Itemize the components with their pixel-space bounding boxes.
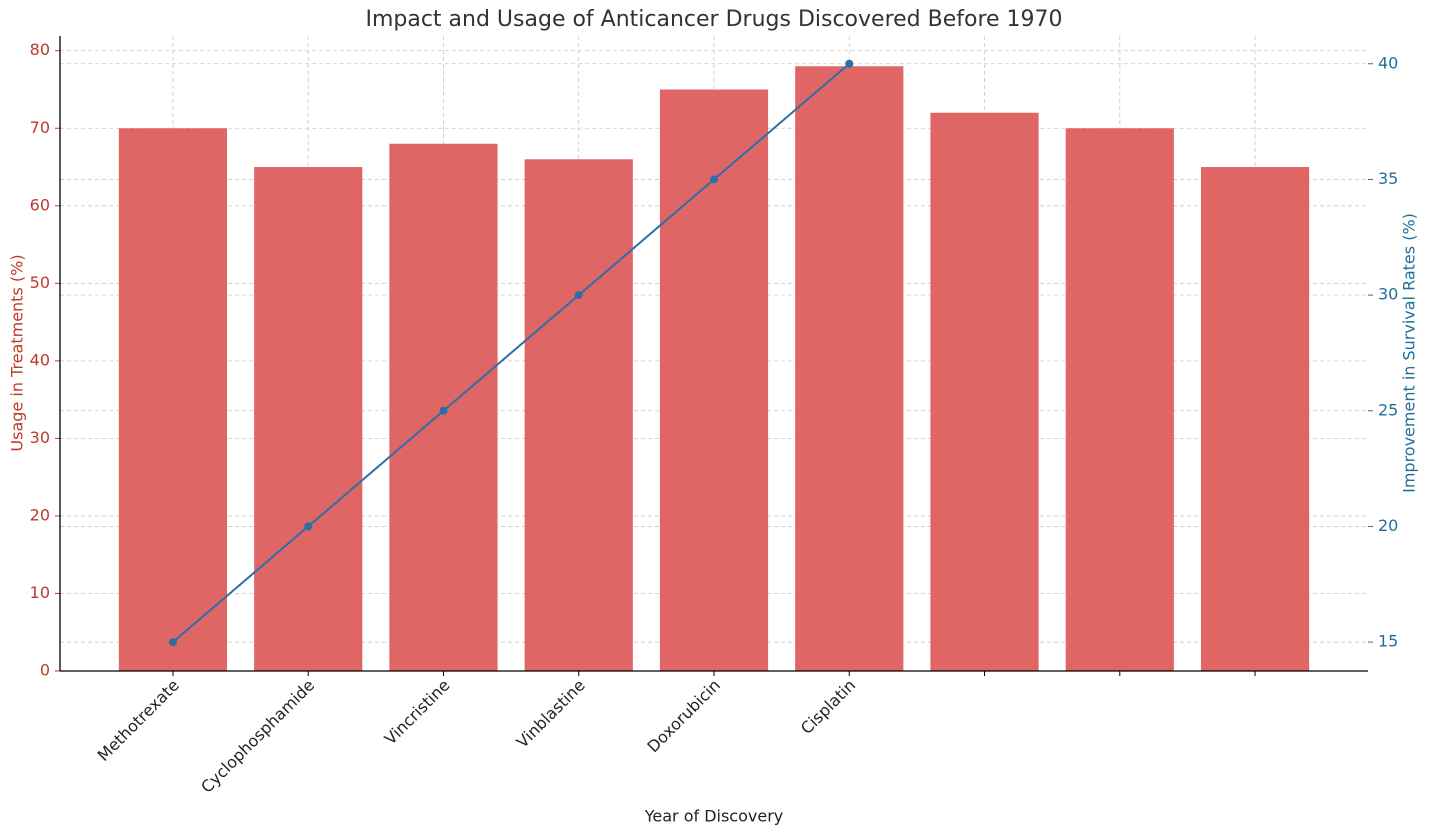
line-point <box>304 522 313 531</box>
bar <box>930 112 1039 671</box>
line-point <box>574 291 583 300</box>
bar <box>524 159 633 671</box>
y-tick-label: 10 <box>30 583 50 602</box>
x-tick-label: Methotrexate <box>94 676 183 765</box>
x-tick-label: Vincristine <box>381 676 454 749</box>
bar <box>118 128 228 671</box>
y2-tick-label: 40 <box>1378 53 1398 72</box>
y2-tick-label: 20 <box>1378 516 1398 535</box>
y-axis-label: Usage in Treatments (%) <box>8 254 27 451</box>
y2-tick-label: 15 <box>1378 632 1398 651</box>
y-tick-label: 60 <box>30 195 50 214</box>
line <box>172 62 850 643</box>
y2-tick-label: 35 <box>1378 169 1398 188</box>
y-tick-label: 20 <box>30 505 50 524</box>
bar <box>1065 128 1174 671</box>
x-axis-label: Year of Discovery <box>644 807 784 826</box>
bar <box>254 167 363 672</box>
y2-tick-label: 25 <box>1378 400 1398 419</box>
x-tick-label: Cisplatin <box>797 676 859 738</box>
y-tick-label: 40 <box>30 350 50 369</box>
chart-title: Impact and Usage of Anticancer Drugs Dis… <box>365 7 1062 32</box>
y-tick-label: 0 <box>40 661 50 680</box>
y2-axis-label: Improvement in Survival Rates (%) <box>1400 213 1419 493</box>
y-tick-label: 70 <box>30 118 50 137</box>
y2-tick-label: 30 <box>1378 285 1398 304</box>
x-tick-label: Cyclophosphamide <box>197 676 318 797</box>
line-point <box>710 175 718 184</box>
x-tick-label: Vinblastine <box>513 676 589 752</box>
bar <box>1200 167 1310 672</box>
line-point <box>845 59 854 68</box>
bar <box>659 89 769 671</box>
bar <box>795 66 904 671</box>
line-point <box>439 406 448 415</box>
x-tick-label: Doxorubicin <box>643 676 724 757</box>
y-tick-label: 30 <box>30 428 50 447</box>
y-tick-label: 80 <box>30 40 50 59</box>
line-point <box>168 638 177 647</box>
y-tick-label: 50 <box>30 273 50 292</box>
